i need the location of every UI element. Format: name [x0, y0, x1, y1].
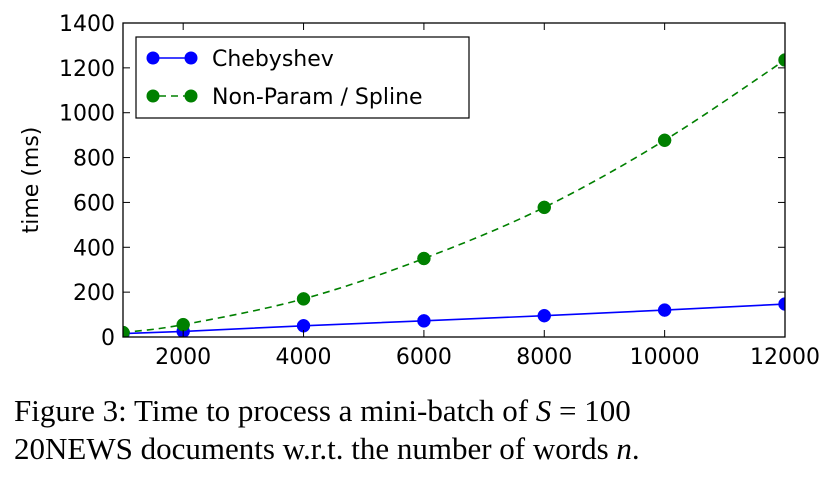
series-1-line	[123, 303, 785, 335]
caption-line-2-suffix: .	[631, 431, 640, 466]
caption-line-2: 20NEWS documents w.r.t. the number of wo…	[14, 430, 829, 468]
series-1	[123, 297, 785, 337]
series-2-point	[176, 317, 190, 332]
caption-line-1-text: Figure 3: Time to process a mini-batch o…	[14, 393, 536, 428]
series-2-point	[123, 325, 130, 337]
x-tick-label: 12000	[750, 345, 820, 370]
x-tick-label: 10000	[630, 345, 700, 370]
legend-swatch-marker	[146, 89, 160, 103]
x-tick-label: 4000	[276, 345, 332, 370]
y-axis-label: time (ms)	[19, 127, 44, 234]
series-2-point	[417, 251, 431, 266]
axes: 2000 4000 6000 8000 10000 12000 0 200 400 600 800 1…	[19, 12, 820, 370]
legend-label-1: Chebyshev	[212, 47, 334, 72]
plot-area	[123, 53, 785, 337]
caption-variable-s: S	[535, 393, 552, 428]
plot-frame	[122, 22, 786, 338]
legend: Chebyshev Non-Param / Spline	[135, 36, 470, 119]
y-tick-label: 0	[101, 326, 115, 351]
series-1-point	[657, 303, 672, 317]
caption-variable-n: n	[616, 431, 632, 466]
caption-line-1: Figure 3: Time to process a mini-batch o…	[14, 392, 829, 430]
series-1-point	[537, 308, 552, 323]
legend-label-2: Non-Param / Spline	[212, 85, 423, 110]
x-tick-label: 8000	[516, 345, 572, 370]
y-tick-label: 800	[73, 147, 115, 172]
series-2-line	[123, 59, 785, 334]
series-1-point	[417, 314, 431, 328]
chart: 2000 4000 6000 8000 10000 12000 0 200 400 600 800 1…	[19, 12, 820, 370]
legend-swatch-marker	[146, 51, 160, 65]
caption-line-2-text: 20NEWS documents w.r.t. the number of wo…	[14, 431, 617, 466]
legend-swatch-marker	[184, 89, 198, 103]
y-tick-label: 1200	[59, 57, 115, 82]
series-1-point	[778, 297, 785, 311]
x-tick-label: 2000	[155, 345, 211, 370]
series-2-point	[778, 53, 785, 67]
caption-line-1-eq: = 100	[551, 393, 631, 428]
series-2	[123, 53, 785, 337]
y-tick-label: 1000	[59, 102, 115, 127]
legend-box	[135, 36, 470, 119]
y-tick-label: 200	[73, 281, 115, 306]
y-tick-label: 1400	[59, 12, 115, 37]
legend-swatch-marker	[184, 51, 198, 65]
y-tick-label: 400	[73, 236, 115, 261]
series-2-point	[537, 200, 552, 215]
figure-caption: Figure 3: Time to process a mini-batch o…	[14, 392, 829, 468]
series-2-point	[296, 292, 311, 306]
x-tick-label: 6000	[396, 345, 452, 370]
y-tick-label: 600	[73, 191, 115, 216]
series-2-point	[657, 133, 672, 148]
